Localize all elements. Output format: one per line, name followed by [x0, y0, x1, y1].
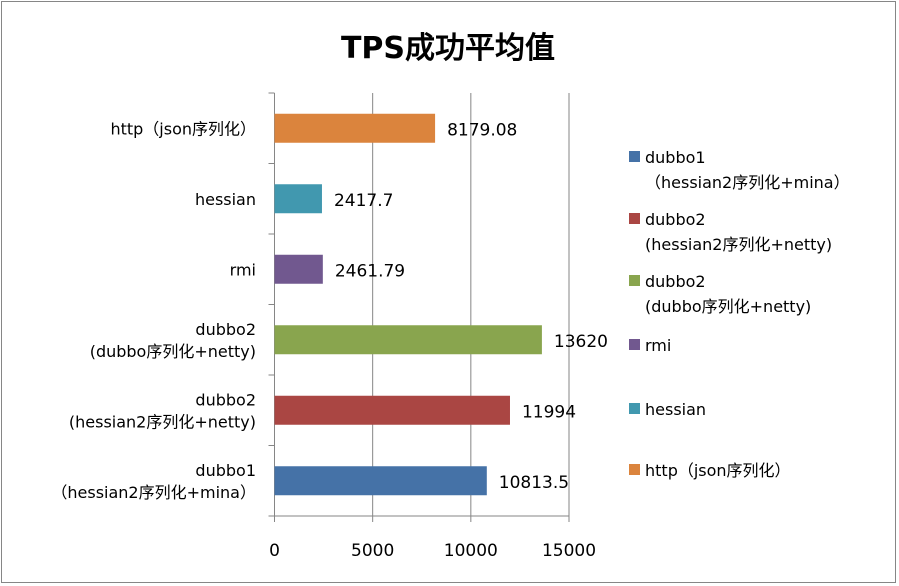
y-category-label: (dubbo序列化+netty) [90, 342, 256, 361]
legend-swatch [629, 339, 640, 350]
y-category-label: dubbo2 [195, 320, 256, 339]
y-category-label: （hessian2序列化+mina） [51, 483, 256, 502]
legend-swatch [629, 275, 640, 286]
x-tick-label: 5000 [351, 541, 394, 561]
data-label: 2417.7 [334, 191, 393, 211]
bar [274, 466, 487, 496]
legend-swatch [629, 464, 640, 475]
data-label: 10813.5 [499, 473, 569, 493]
legend-label: http（json序列化） [645, 461, 791, 480]
legend-label: dubbo1 [645, 148, 706, 167]
x-tick-label: 10000 [444, 541, 498, 561]
data-label: 11994 [522, 402, 576, 422]
legend-label: (dubbo序列化+netty) [645, 297, 811, 316]
chart-title: TPS成功平均值 [341, 31, 555, 66]
y-category-label: rmi [230, 260, 256, 279]
y-category-label: dubbo2 [195, 390, 256, 409]
legend-label: dubbo2 [645, 210, 706, 229]
y-category-label: (hessian2序列化+netty) [69, 412, 256, 431]
data-label: 13620 [554, 332, 608, 352]
legend-label: hessian [645, 400, 706, 419]
legend-label: dubbo2 [645, 272, 706, 291]
bar [274, 184, 322, 214]
legend-label: （hessian2序列化+mina） [645, 173, 850, 192]
bar [274, 325, 542, 355]
legend-label: (hessian2序列化+netty) [645, 235, 832, 254]
y-category-label: dubbo1 [195, 461, 256, 480]
legend-swatch [629, 403, 640, 414]
legend-swatch [629, 151, 640, 162]
x-tick-label: 15000 [542, 541, 596, 561]
bar [274, 254, 323, 284]
y-category-label: http（json序列化） [110, 119, 256, 138]
bar [274, 395, 510, 425]
bar [274, 113, 436, 143]
legend-label: rmi [645, 336, 671, 355]
x-tick-label: 0 [269, 541, 280, 561]
data-label: 8179.08 [447, 120, 517, 140]
y-category-label: hessian [195, 190, 256, 209]
data-label: 2461.79 [335, 261, 405, 281]
legend-swatch [629, 213, 640, 224]
